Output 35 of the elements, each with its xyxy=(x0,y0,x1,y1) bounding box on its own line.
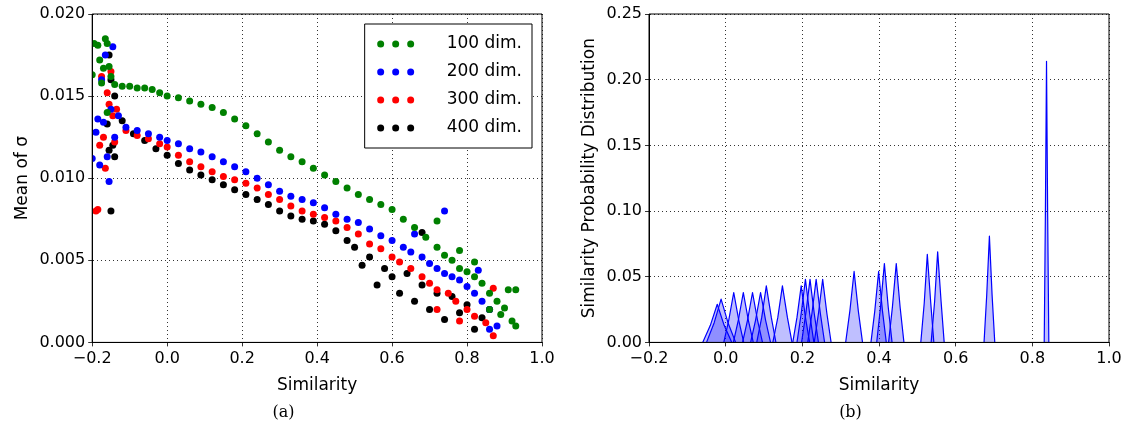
y-tick-label: 0.015 xyxy=(38,85,85,105)
y-tick-label: 0.010 xyxy=(38,167,85,187)
y-tick-label: 0.15 xyxy=(605,134,642,154)
legend-label: 400 dim. xyxy=(446,116,522,137)
legend-label: 200 dim. xyxy=(446,60,522,81)
x-tick-label: 0.8 xyxy=(453,348,480,368)
x-tick-label: 0.0 xyxy=(712,348,738,368)
y-tick-label: 0.020 xyxy=(38,3,85,23)
x-tick-label: 0.4 xyxy=(865,348,892,368)
x-tick-label: 0.2 xyxy=(228,348,255,368)
y-axis-title: Mean of σ xyxy=(10,135,31,221)
x-tick-label: 0.2 xyxy=(789,348,815,368)
x-tick-label: 0.4 xyxy=(303,348,330,368)
x-tick-label: 0.0 xyxy=(153,348,180,368)
y-tick-label: 0.10 xyxy=(605,200,642,220)
x-tick-label: −0.2 xyxy=(72,348,112,368)
y-tick-label: 0.25 xyxy=(605,3,642,23)
x-axis-title: Similarity xyxy=(838,374,919,395)
x-axis-title: Similarity xyxy=(276,374,357,395)
text: (b) xyxy=(839,402,862,421)
y-tick-label: 0.00 xyxy=(605,331,642,351)
x-tick-label: 1.0 xyxy=(528,348,555,368)
x-tick-label: −0.2 xyxy=(629,348,668,368)
legend-label: 100 dim. xyxy=(446,32,522,53)
x-tick-label: 0.6 xyxy=(378,348,405,368)
x-tick-label: 1.0 xyxy=(1095,348,1122,368)
y-tick-label: 0.20 xyxy=(605,68,642,88)
y-tick-label: 0.005 xyxy=(38,249,85,269)
x-tick-label: 0.8 xyxy=(1019,348,1045,368)
x-tick-label: 0.6 xyxy=(942,348,968,368)
legend-label: 300 dim. xyxy=(446,88,522,109)
y-tick-label: 0.000 xyxy=(38,331,85,351)
y-axis-title: Similarity Probability Distribution xyxy=(577,38,598,319)
y-tick-label: 0.05 xyxy=(605,265,642,285)
text: (a) xyxy=(272,402,295,421)
